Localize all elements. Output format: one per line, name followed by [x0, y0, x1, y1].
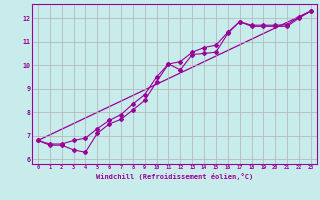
X-axis label: Windchill (Refroidissement éolien,°C): Windchill (Refroidissement éolien,°C)	[96, 173, 253, 180]
